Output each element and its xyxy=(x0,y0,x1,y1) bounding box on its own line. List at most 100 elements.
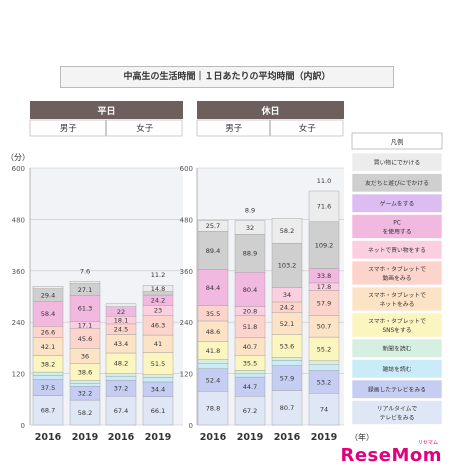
gender-header-bg xyxy=(270,119,344,137)
x-tick-label: 2019 xyxy=(311,432,337,443)
chart-title: 中高生の生活時間｜１日あたりの平均時間（内訳） xyxy=(60,66,394,88)
y-unit-label: （分） xyxy=(6,153,30,162)
bar-segment xyxy=(32,286,64,289)
data-label: 29.4 xyxy=(41,291,55,299)
bar-segment xyxy=(197,359,229,364)
brand-kana: リセマム xyxy=(417,440,438,446)
data-label: 67.4 xyxy=(114,407,128,415)
data-label: 109.2 xyxy=(315,241,334,249)
data-label: 52.4 xyxy=(206,376,220,384)
data-label: 36 xyxy=(81,352,89,360)
data-label: 66.1 xyxy=(151,407,165,415)
x-tick-label: 2016 xyxy=(200,432,227,443)
legend-label: ゲームをする xyxy=(380,199,415,207)
bar-segment xyxy=(69,383,101,387)
data-label: 34 xyxy=(283,291,291,299)
data-label: 52.1 xyxy=(280,320,294,328)
data-label: 50.7 xyxy=(317,323,331,331)
legend-label: 買い物にでかける xyxy=(374,158,420,166)
legend-swatch xyxy=(351,240,443,260)
data-label: 24.5 xyxy=(114,326,128,334)
y-tick-label: 120 xyxy=(180,371,193,379)
data-label: 57.9 xyxy=(280,374,294,382)
legend-label: 雑誌を読む xyxy=(383,365,412,373)
legend-label: テレビをみる xyxy=(380,414,415,422)
legend-label: 録画したテレビをみる xyxy=(368,385,426,393)
bar-segment xyxy=(105,375,137,381)
bar-segment xyxy=(234,370,266,375)
bar-segment xyxy=(32,371,64,376)
legend-label: SNSをする xyxy=(382,327,411,334)
data-label: 27.1 xyxy=(78,286,92,294)
data-label: 22 xyxy=(117,308,125,316)
data-label: 103.2 xyxy=(278,262,297,270)
bar-segment xyxy=(105,373,137,377)
data-label: 57.9 xyxy=(317,299,331,307)
data-label: 67.2 xyxy=(243,407,257,415)
bar-segment xyxy=(308,360,340,365)
bar-segment xyxy=(69,380,101,384)
day-header-bg xyxy=(197,101,344,119)
bar-segment xyxy=(234,373,266,378)
bar-segment xyxy=(69,281,101,284)
bar-segment xyxy=(142,285,174,292)
bar-segment xyxy=(105,395,137,426)
x-tick-label: 2016 xyxy=(108,432,135,443)
legend-swatch xyxy=(351,152,443,172)
data-label: 48.6 xyxy=(206,328,220,336)
legend-label: PC xyxy=(393,221,401,227)
y-tick-label: 0 xyxy=(189,422,193,430)
legend-swatch xyxy=(351,173,443,193)
bar-segment xyxy=(142,396,174,426)
bar-segment xyxy=(271,218,303,244)
data-label: 34.4 xyxy=(151,386,165,394)
data-label: 53.2 xyxy=(317,378,331,386)
data-label: 84.4 xyxy=(206,284,220,292)
data-label: 43.4 xyxy=(114,340,128,348)
data-label: 38.2 xyxy=(41,360,55,368)
legend-swatch xyxy=(351,400,443,425)
day-header: 休日 xyxy=(260,105,279,117)
data-label: 40.7 xyxy=(243,343,257,351)
y-tick-label: 240 xyxy=(12,319,25,327)
data-label: 18.1 xyxy=(114,316,128,324)
day-header: 平日 xyxy=(97,106,115,117)
bar-segment xyxy=(69,294,101,322)
y-tick-label: 0 xyxy=(21,422,25,430)
x-tick-label: 2019 xyxy=(237,432,263,443)
bar-segment xyxy=(234,272,266,307)
legend-swatch xyxy=(351,193,443,213)
legend-swatch xyxy=(351,286,443,312)
y-tick-label: 360 xyxy=(12,268,25,276)
data-label: 80.7 xyxy=(280,404,294,412)
bar-segment xyxy=(308,393,340,426)
data-label: 61.3 xyxy=(78,305,92,313)
data-label: 44.7 xyxy=(243,383,257,391)
legend-swatch xyxy=(351,312,443,338)
bar-segment xyxy=(308,190,340,222)
legend-label: を使用する xyxy=(383,228,412,236)
data-label: 53.6 xyxy=(280,343,294,351)
data-label: 88.9 xyxy=(243,250,257,258)
gender-header: 男子 xyxy=(60,124,78,134)
gender-header-bg xyxy=(196,119,270,137)
legend-label: 動画をみる xyxy=(383,274,412,282)
bar-segment xyxy=(234,396,266,426)
data-label: 38.6 xyxy=(78,368,92,376)
y-tick-label: 360 xyxy=(180,268,193,276)
data-label: 78.8 xyxy=(206,405,220,413)
data-label: 37.5 xyxy=(41,384,55,392)
bar-segment xyxy=(32,395,64,426)
legend-label: スマホ・タブレットで xyxy=(368,317,426,325)
y-tick-label: 240 xyxy=(180,319,193,327)
legend-swatch xyxy=(351,260,443,286)
y-tick-label: 480 xyxy=(180,216,193,224)
data-label: 35.5 xyxy=(206,310,220,318)
legend-label: スマホ・タブレットで xyxy=(368,265,426,273)
data-label: 24.2 xyxy=(280,304,294,312)
top-data-label: 7.6 xyxy=(80,267,90,275)
gender-header: 男子 xyxy=(225,124,243,134)
bar-segment xyxy=(69,399,101,426)
legend-label: スマホ・タブレットで xyxy=(368,291,426,299)
legend-title: 凡例 xyxy=(391,137,404,146)
